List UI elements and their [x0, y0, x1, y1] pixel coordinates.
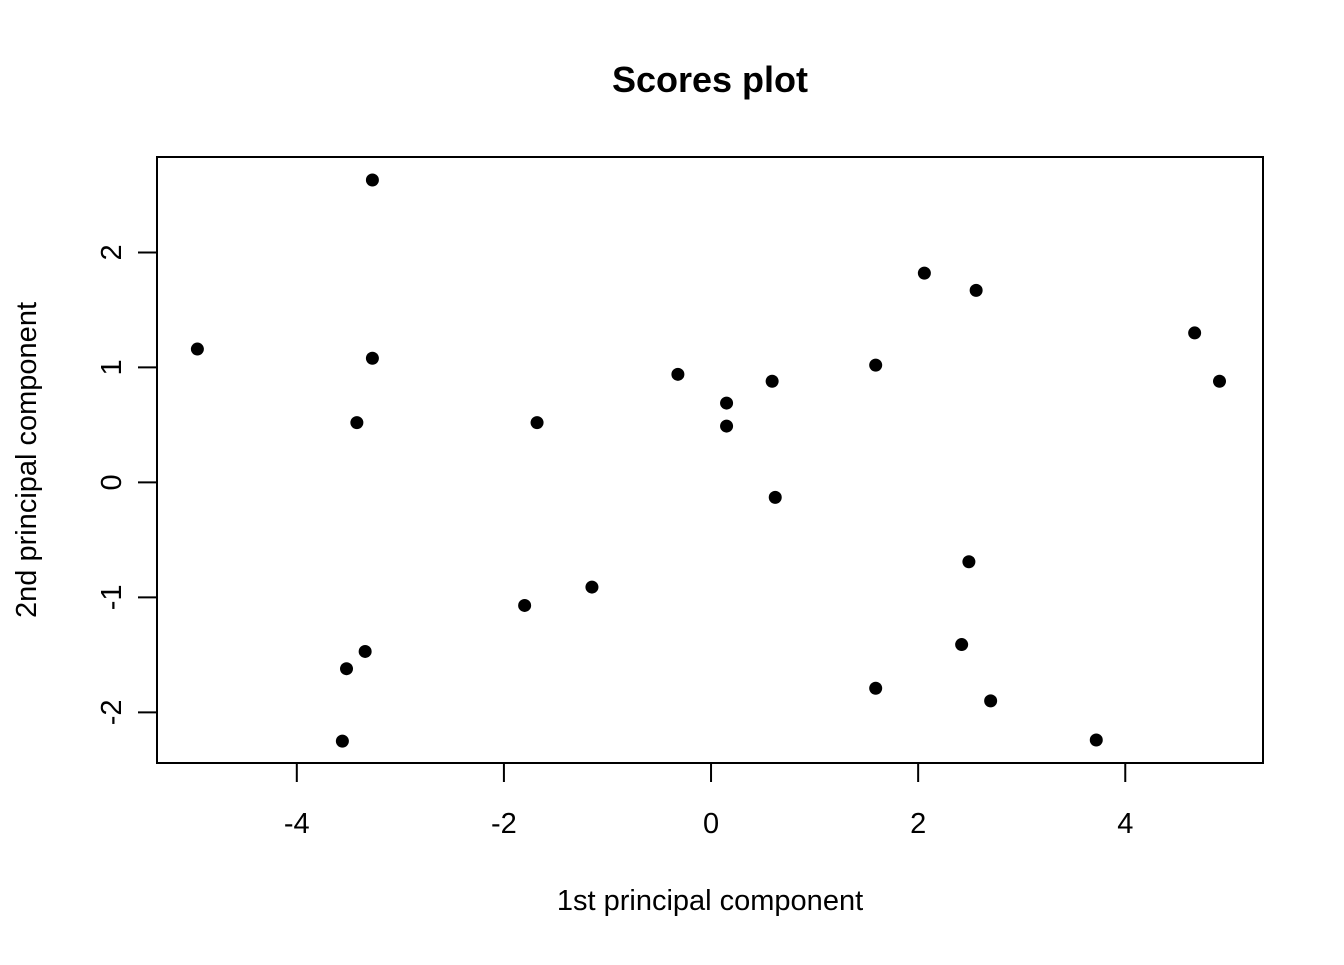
- data-point: [190, 342, 204, 356]
- x-tick-label: 2: [910, 808, 926, 840]
- data-point: [765, 374, 779, 388]
- data-points: [190, 173, 1227, 748]
- data-point: [917, 266, 931, 280]
- data-point: [962, 555, 976, 569]
- x-tick-label: 4: [1117, 808, 1133, 840]
- y-tick-label: -1: [96, 585, 128, 611]
- x-tick-label: -2: [491, 808, 517, 840]
- data-point: [720, 419, 734, 433]
- data-point: [869, 681, 883, 695]
- y-tick-label: 2: [96, 244, 128, 260]
- data-point: [984, 694, 998, 708]
- x-axis: -4 -2 0 2 4: [284, 763, 1133, 840]
- data-point: [955, 638, 969, 652]
- data-point: [340, 662, 354, 676]
- plot-frame: [156, 156, 1264, 764]
- y-axis-label: 2nd principal component: [11, 302, 43, 618]
- x-tick-label: 0: [703, 808, 719, 840]
- data-point: [365, 173, 379, 187]
- x-tick-label: -4: [284, 808, 310, 840]
- data-point: [335, 734, 349, 748]
- chart-title: Scores plot: [612, 59, 808, 100]
- data-point: [1213, 374, 1227, 388]
- data-point: [530, 416, 544, 430]
- data-point: [768, 490, 782, 504]
- data-point: [869, 358, 883, 372]
- data-point: [1089, 733, 1103, 747]
- data-point: [671, 367, 685, 381]
- data-point: [365, 351, 379, 365]
- data-point: [350, 416, 364, 430]
- y-tick-label: -2: [96, 700, 128, 726]
- x-axis-label: 1st principal component: [557, 885, 863, 917]
- y-tick-label: 0: [96, 474, 128, 490]
- y-axis: -2 -1 0 1 2: [96, 244, 157, 725]
- data-point: [585, 580, 599, 594]
- data-point: [1188, 326, 1202, 340]
- data-point: [969, 283, 983, 297]
- y-tick-label: 1: [96, 359, 128, 375]
- data-point: [518, 598, 532, 612]
- data-point: [358, 644, 372, 658]
- data-point: [720, 396, 734, 410]
